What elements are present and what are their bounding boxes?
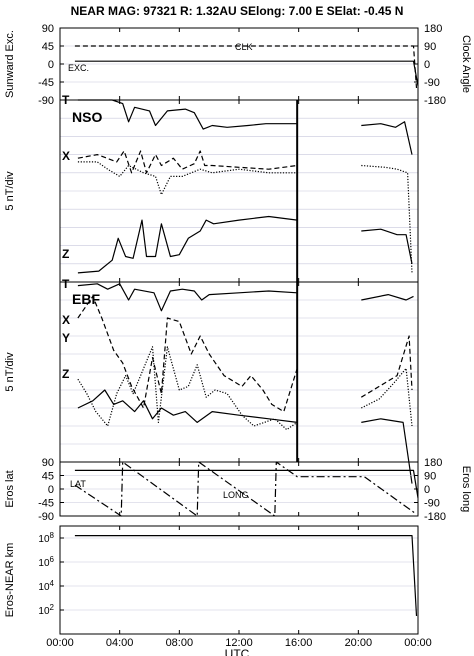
annotation-clk: CLK xyxy=(235,42,253,52)
series-line-clk xyxy=(74,45,418,89)
x-tick-label: 00:00 xyxy=(46,637,74,649)
y-tick-label: 90 xyxy=(42,457,54,469)
y2-tick-label: -180 xyxy=(424,511,446,523)
x-tick-label: 20:00 xyxy=(345,637,373,649)
y-axis-label: 5 nT/div xyxy=(4,171,16,211)
y-tick-label: 108 xyxy=(38,531,54,545)
x-axis-label: UTC xyxy=(225,647,250,656)
y-tick-label: 0 xyxy=(48,484,54,496)
y-axis-label: Eros lat xyxy=(4,470,16,507)
series-line-t xyxy=(77,283,298,312)
y2-axis-label: Eros long xyxy=(460,466,472,512)
series-line-y xyxy=(77,161,298,196)
y2-tick-label: -180 xyxy=(424,95,446,107)
series-line-xy-late xyxy=(360,335,413,398)
y-axis-label: 5 nT/div xyxy=(4,352,16,392)
annotation-exc: EXC. xyxy=(68,63,89,73)
y-tick-label: 90 xyxy=(42,23,54,35)
y-tick-label: 106 xyxy=(38,555,54,569)
y-tick-label: 0 xyxy=(48,59,54,71)
series-line-z xyxy=(77,389,298,423)
y-tick-label: -90 xyxy=(38,95,54,107)
y2-tick-label: 180 xyxy=(424,457,442,469)
y-tick-label: -45 xyxy=(38,77,54,89)
series-line-long xyxy=(74,461,417,517)
y2-axis-label: Clock Angle xyxy=(460,35,472,93)
annotation-lat: LAT xyxy=(70,479,86,489)
x-tick-label: 08:00 xyxy=(166,637,194,649)
row-label-y: Y xyxy=(62,331,70,345)
series-line-t xyxy=(77,99,298,130)
series-line-t-late xyxy=(361,294,414,301)
series-line-x xyxy=(77,295,298,413)
row-label-x: X xyxy=(62,149,70,163)
series-line-z-late xyxy=(361,228,413,264)
y-axis-label: Eros-NEAR km xyxy=(4,543,16,618)
series-line-t-late xyxy=(361,121,413,155)
series-line-exc. xyxy=(74,60,419,87)
panel-3 xyxy=(59,281,419,484)
x-tick-label: 16:00 xyxy=(285,637,313,649)
panel-label-ebf: EBF xyxy=(72,291,100,307)
x-tick-label: 00:00 xyxy=(404,637,432,649)
y-tick-label: 102 xyxy=(38,603,54,617)
panel-1 xyxy=(59,27,419,101)
row-label-t: T xyxy=(62,277,70,291)
row-label-t: T xyxy=(62,93,70,107)
x-tick-label: 04:00 xyxy=(106,637,134,649)
y-tick-label: -45 xyxy=(38,498,54,510)
panel-label-nso: NSO xyxy=(72,109,102,125)
y2-tick-label: -90 xyxy=(424,77,440,89)
chart-title: NEAR MAG: 97321 R: 1.32AU SElong: 7.00 E… xyxy=(71,4,404,18)
series-line-lat xyxy=(74,469,419,499)
y2-tick-label: 180 xyxy=(424,23,442,35)
series-line-y xyxy=(77,346,298,431)
panel-4 xyxy=(59,461,419,517)
y2-tick-label: 0 xyxy=(424,59,430,71)
x-tick-label: 12:00 xyxy=(225,637,253,649)
annotation-long: LONG xyxy=(223,490,249,500)
y-tick-label: 45 xyxy=(42,471,54,483)
row-label-z: Z xyxy=(62,247,69,261)
y2-tick-label: 0 xyxy=(424,484,430,496)
series-line-y-late xyxy=(361,367,413,427)
y2-tick-label: 90 xyxy=(424,41,436,53)
series-line-x xyxy=(77,150,298,174)
series-line-z xyxy=(77,215,298,274)
y2-tick-label: -90 xyxy=(424,498,440,510)
y-axis-label: Sunward Exc. xyxy=(4,30,16,98)
y-tick-label: 104 xyxy=(38,579,54,593)
y2-tick-label: 90 xyxy=(424,471,436,483)
panel-frame xyxy=(59,525,419,635)
panel-2 xyxy=(59,99,419,283)
row-label-z: Z xyxy=(62,367,69,381)
row-label-x: X xyxy=(62,313,70,327)
y-tick-label: 45 xyxy=(42,41,54,53)
series-line-z-late xyxy=(361,418,413,484)
series-line-distance xyxy=(74,535,418,617)
panel-5 xyxy=(59,525,419,635)
y-tick-label: -90 xyxy=(38,511,54,523)
series-line-xy-late xyxy=(361,164,413,273)
